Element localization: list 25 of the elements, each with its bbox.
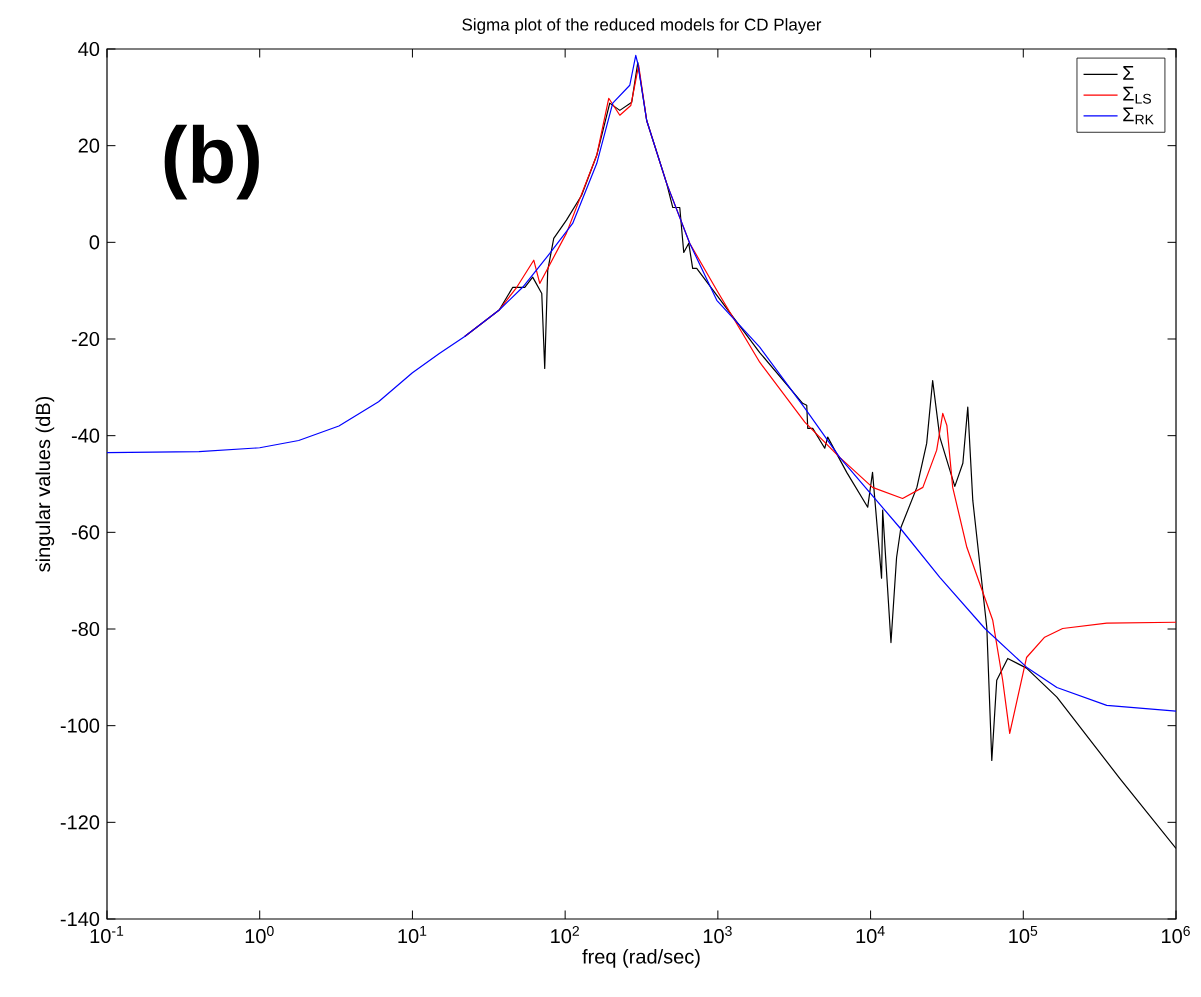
- y-tick-label: -40: [71, 428, 100, 443]
- y-tick-label: -140: [60, 911, 100, 927]
- x-tick-label: 10$^{2}$: [551, 926, 579, 944]
- y-tick-label: 0: [89, 235, 100, 250]
- y-tick-label: -20: [71, 331, 100, 347]
- y-tick-label: 20: [78, 138, 100, 153]
- x-tick-label: 10$^{3}$: [703, 926, 732, 944]
- y-axis-title: singular values (dB): [35, 396, 55, 572]
- legend-label: Σ: [1123, 66, 1134, 80]
- annotation: (b): [164, 124, 259, 200]
- x-tick-label: 10$^{6}$: [1162, 926, 1190, 944]
- x-tick-label: 10$^{1}$: [398, 926, 427, 944]
- legend-label: Σ$_{RK}$: [1123, 107, 1154, 125]
- legend-label: Σ$_{LS}$: [1123, 86, 1151, 104]
- x-axis-title: freq (rad/sec): [582, 948, 700, 968]
- x-tick-label: 10$^{0}$: [245, 926, 274, 944]
- y-tick-label: 40: [78, 41, 100, 57]
- y-tick-label: -80: [71, 621, 100, 637]
- x-tick-label: 10$^{4}$: [856, 926, 885, 944]
- x-tick-label: 10$^{5}$: [1009, 926, 1038, 944]
- y-tick-label: -120: [60, 815, 100, 830]
- y-tick-label: -100: [60, 718, 100, 733]
- y-tick-label: -60: [71, 525, 100, 540]
- chart-title: Sigma plot of the reduced models for CD Player: [462, 18, 822, 34]
- x-tick-label: 10$^{-1}$: [90, 926, 124, 944]
